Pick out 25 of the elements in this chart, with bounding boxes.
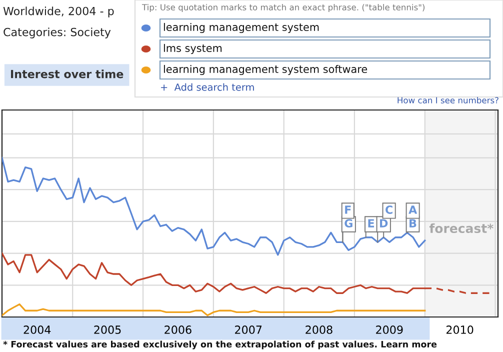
x-tick-label: 2005 [94,326,121,334]
annotation: A [408,206,418,214]
x-tick-label: 2009 [376,326,403,334]
text: * Forecast values are based exclusively on the extrapolation of past values. Learn more [3,340,437,350]
legend-label: learning management system software [164,64,368,76]
x-tick-label: 2010 [446,326,474,334]
x-tick-label: 2008 [306,326,332,334]
x-tick-label: 2006 [164,326,192,334]
text: How can I see numbers? [398,96,498,104]
annotation: B [410,219,416,228]
legend-label: lms system [164,44,222,54]
text: Categories: Society [4,28,111,38]
text: Tip: Use quotation marks to match an exact phrase. ("table tennis") [142,4,424,12]
x-tick-label: 2004 [24,326,51,334]
annotation: C [386,206,392,214]
legend-label: learning management system [164,22,319,34]
annotation: F [345,206,351,214]
annotation: E [368,219,374,228]
text: Worldwide, 2004 - p [3,6,114,18]
x-tick-label: 2007 [235,326,262,334]
annotation: G [344,219,352,228]
annotation: D [380,219,388,228]
chart-title: Interest over time [11,70,124,78]
band-label: forecast* [429,223,494,234]
text: + Add search term [161,83,254,91]
